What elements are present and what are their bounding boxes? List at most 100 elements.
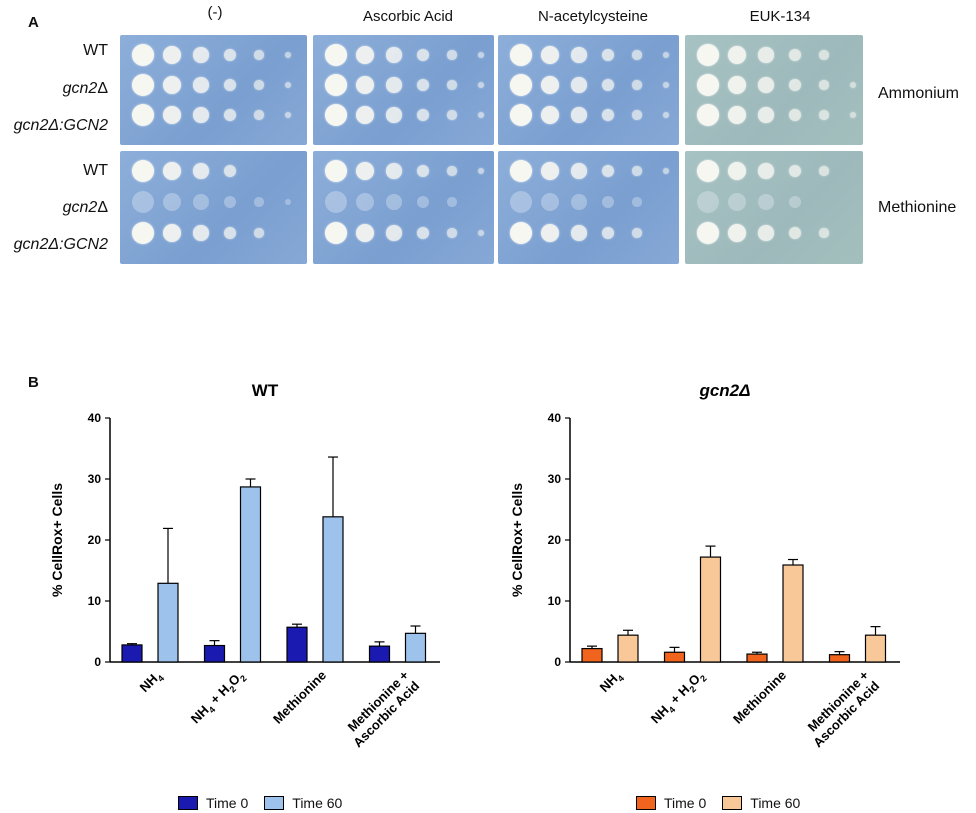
wt-bar-time60-3 [404, 632, 427, 663]
colony-spot [325, 160, 347, 182]
colony-spot [727, 75, 747, 95]
colony-spot [223, 48, 237, 62]
colony-spot [819, 80, 829, 90]
colony-spot [510, 74, 532, 96]
colony-spot [788, 164, 802, 178]
colony-spot [355, 75, 375, 95]
colony-spot [819, 166, 829, 176]
colony-spot [758, 194, 774, 210]
gcn2-category-label-2: Methionine [730, 668, 789, 727]
colony-spot [355, 45, 375, 65]
colony-spot [416, 48, 430, 62]
colony-spot [850, 112, 856, 118]
colony-spot [132, 222, 154, 244]
colony-spot [325, 104, 347, 126]
colony-spot [416, 164, 430, 178]
wt-y-tick-label: 10 [88, 594, 102, 608]
gcn2-y-tick-label: 0 [554, 655, 561, 669]
colony-spot [254, 228, 264, 238]
colony-spot [223, 78, 237, 92]
colony-spot [571, 225, 587, 241]
gcn2-legend-label-time0: Time 0 [664, 795, 707, 811]
gcn2-legend-swatch-time60 [722, 796, 743, 810]
wt-bar-time60-0 [157, 582, 179, 663]
colony-spot [788, 108, 802, 122]
colony-spot [325, 222, 347, 244]
colony-spot [162, 75, 182, 95]
colony-spot [386, 107, 402, 123]
colony-spot [386, 225, 402, 241]
gcn2-bar-time60-2 [782, 564, 804, 663]
wt-y-tick-label: 40 [88, 411, 102, 425]
gcn2-y-tick-label: 20 [548, 533, 562, 547]
colony-spot [571, 194, 587, 210]
colony-spot [223, 108, 237, 122]
colony-spot [386, 47, 402, 63]
colony-spot [386, 77, 402, 93]
colony-spot [758, 163, 774, 179]
colony-spot [601, 195, 615, 209]
colony-spot [447, 50, 457, 60]
gcn2-bar-time60-3 [864, 634, 887, 663]
colony-spot [193, 77, 209, 93]
colony-spot [758, 107, 774, 123]
wt-bar-time0-3 [368, 645, 391, 663]
colony-spot [478, 82, 484, 88]
colony-spot [632, 110, 642, 120]
colony-spot [355, 223, 375, 243]
colony-spot [850, 82, 856, 88]
gcn2-legend-swatch-time0 [636, 796, 656, 810]
strain-label-wt-ammonium: WT [83, 42, 108, 59]
colony-spot [416, 195, 430, 209]
colony-spot [540, 45, 560, 65]
wt-legend-label-time0: Time 0 [206, 795, 249, 811]
colony-spot [663, 82, 669, 88]
colony-spot [632, 197, 642, 207]
colony-spot [727, 223, 747, 243]
colony-spot [727, 192, 747, 212]
plate [685, 151, 863, 264]
colony-spot [819, 228, 829, 238]
gcn2-bar-chart: gcn2Δ % CellRox+ Cells 0 10 20 30 40 NH4 NH4 + H… [509, 381, 900, 750]
colony-spot [727, 45, 747, 65]
strain-label-gcn2-gcn2-ammonium: gcn2Δ:GCN2 [13, 117, 108, 134]
colony-spot [540, 161, 560, 181]
wt-y-tick-label: 30 [88, 472, 102, 486]
wt-bar-chart: WT % CellRox+ Cells 0 10 20 30 40 NH4 NH4 + H2O2… [49, 381, 440, 750]
colony-spot [663, 112, 669, 118]
colony-spot [571, 47, 587, 63]
gcn2-legend-label-time60: Time 60 [750, 795, 801, 811]
colony-spot [540, 75, 560, 95]
wt-legend-swatch-time60 [264, 796, 285, 810]
colony-spot [162, 105, 182, 125]
plate [120, 35, 307, 145]
gcn2-bar-time60-0 [617, 634, 639, 663]
gcn2-bar-time60-1 [699, 556, 722, 663]
colony-spot [447, 110, 457, 120]
colony-spot [788, 195, 802, 209]
colony-spot [162, 223, 182, 243]
gcn2-chart-title: gcn2Δ [698, 381, 750, 400]
colony-spot [663, 52, 669, 58]
colony-spot [254, 110, 264, 120]
plate [498, 151, 679, 264]
colony-spot [447, 166, 457, 176]
gcn2-category-label-1: NH4 + H2O2 [648, 668, 709, 729]
colony-spot [697, 104, 719, 126]
colony-spot [223, 164, 237, 178]
colony-spot [254, 80, 264, 90]
plate-header-nac: N-acetylcysteine [537, 8, 649, 25]
colony-spot [788, 48, 802, 62]
wt-legend-swatch-time0 [178, 796, 198, 810]
colony-spot [697, 74, 719, 96]
colony-spot [447, 228, 457, 238]
colony-spot [325, 44, 347, 66]
wt-category-label-2: Methionine [270, 668, 329, 727]
colony-spot [355, 105, 375, 125]
strain-label-gcn2-ammonium: gcn2Δ [62, 80, 108, 97]
colony-spot [571, 77, 587, 93]
gcn2-category-label-3: Methionine +Ascorbic Acid [800, 667, 883, 750]
colony-spot [510, 160, 532, 182]
colony-spot [325, 74, 347, 96]
gcn2-legend: Time 0 Time 60 [636, 795, 800, 811]
